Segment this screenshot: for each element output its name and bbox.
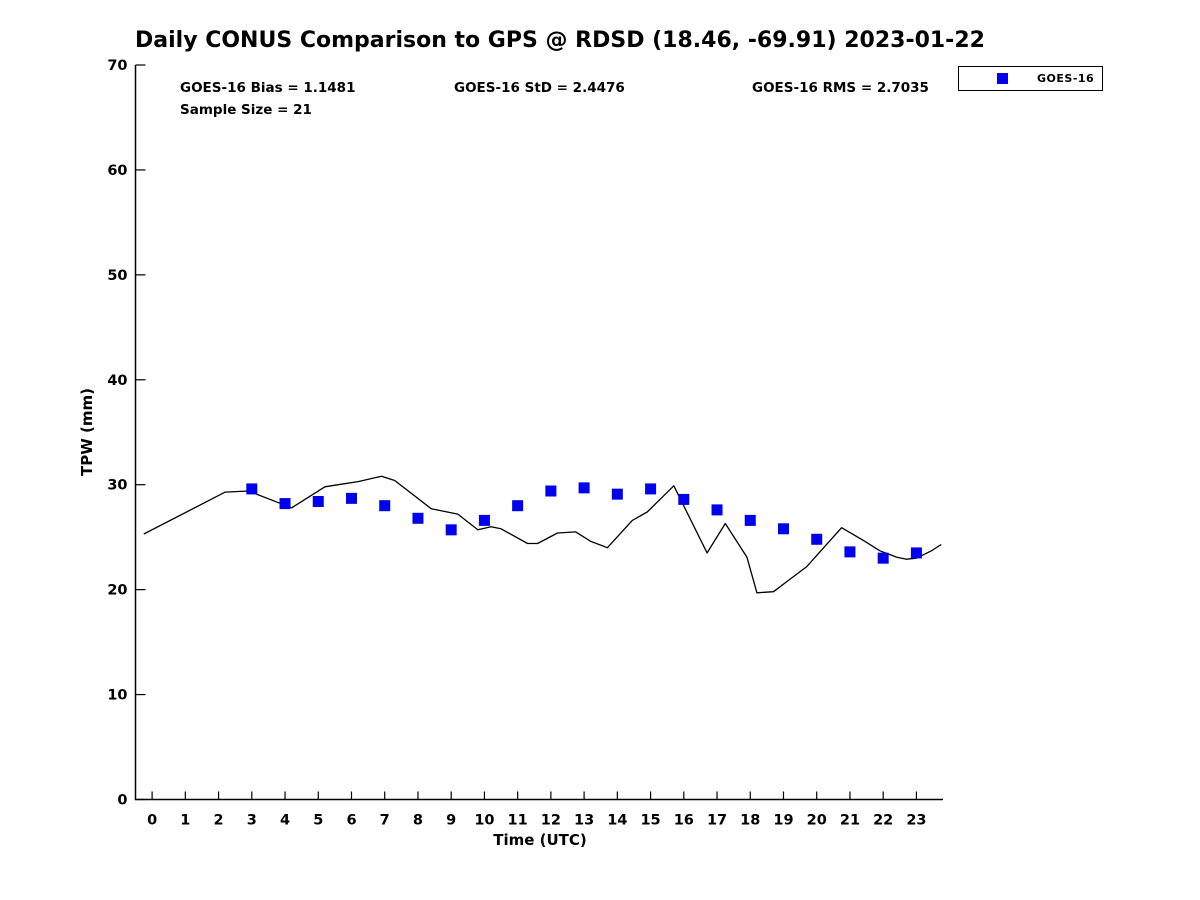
x-tick-label: 3 — [247, 813, 257, 829]
stat-rms: GOES-16 RMS = 2.7035 — [752, 80, 929, 96]
gps-line-series — [143, 475, 942, 594]
legend: GOES-16 — [958, 66, 1103, 91]
goes16-square-marker — [910, 547, 922, 559]
x-tick-label: 5 — [313, 813, 323, 829]
x-tick-label: 8 — [413, 813, 423, 829]
x-tick-label: 17 — [707, 813, 727, 829]
stat-std: GOES-16 StD = 2.4476 — [454, 80, 625, 96]
goes16-square-marker — [811, 533, 823, 545]
x-tick-label: 2 — [214, 813, 224, 829]
goes16-square-marker — [345, 492, 357, 504]
goes16-square-marker — [678, 493, 690, 505]
goes16-square-marker — [478, 514, 490, 526]
legend-square-marker-icon — [997, 73, 1008, 84]
y-tick-label: 30 — [107, 478, 127, 494]
legend-label: GOES-16 — [1037, 72, 1095, 85]
x-tick-label: 18 — [740, 813, 760, 829]
y-axis-label: TPW (mm) — [78, 388, 96, 476]
goes16-square-marker — [744, 514, 756, 526]
y-tick-label: 50 — [107, 268, 127, 284]
goes16-square-marker — [611, 488, 623, 500]
x-tick-label: 6 — [346, 813, 356, 829]
x-tick-label: 23 — [906, 813, 926, 829]
x-tick-label: 10 — [474, 813, 494, 829]
goes16-square-marker — [844, 546, 856, 558]
goes16-square-marker — [246, 483, 258, 495]
goes16-square-marker — [445, 524, 457, 536]
x-tick-label: 4 — [280, 813, 290, 829]
x-tick-label: 20 — [807, 813, 827, 829]
y-tick-label: 60 — [107, 163, 127, 179]
goes16-square-marker — [379, 500, 391, 512]
chart-title: Daily CONUS Comparison to GPS @ RDSD (18… — [135, 28, 985, 53]
goes16-square-marker — [777, 523, 789, 535]
x-tick-label: 21 — [840, 813, 860, 829]
x-tick-label: 9 — [446, 813, 456, 829]
x-tick-label: 22 — [873, 813, 893, 829]
goes16-square-marker — [877, 552, 889, 564]
y-tick-label: 70 — [107, 58, 127, 74]
goes16-square-marker — [412, 512, 424, 524]
x-tick-label: 0 — [147, 813, 157, 829]
x-axis-label: Time (UTC) — [493, 831, 587, 849]
goes16-square-marker — [512, 500, 524, 512]
goes16-square-marker — [711, 504, 723, 516]
goes16-square-marker — [279, 498, 291, 510]
stat-sample-size: Sample Size = 21 — [180, 102, 312, 118]
y-tick-label: 0 — [117, 793, 127, 809]
y-tick-label: 20 — [107, 583, 127, 599]
y-tick-label: 10 — [107, 688, 127, 704]
goes16-square-marker — [645, 483, 657, 495]
x-tick-label: 1 — [180, 813, 190, 829]
stat-bias: GOES-16 Bias = 1.1481 — [180, 80, 356, 96]
y-tick-label: 40 — [107, 373, 127, 389]
x-tick-label: 19 — [773, 813, 793, 829]
goes16-square-marker — [312, 496, 324, 508]
x-tick-label: 12 — [541, 813, 561, 829]
x-tick-label: 7 — [380, 813, 390, 829]
goes16-square-marker — [545, 485, 557, 497]
axes-spines — [134, 65, 943, 801]
goes16-square-marker — [578, 482, 590, 494]
x-tick-label: 16 — [674, 813, 694, 829]
x-tick-label: 11 — [508, 813, 528, 829]
x-tick-label: 15 — [640, 813, 660, 829]
x-tick-label: 13 — [574, 813, 594, 829]
x-tick-label: 14 — [607, 813, 627, 829]
